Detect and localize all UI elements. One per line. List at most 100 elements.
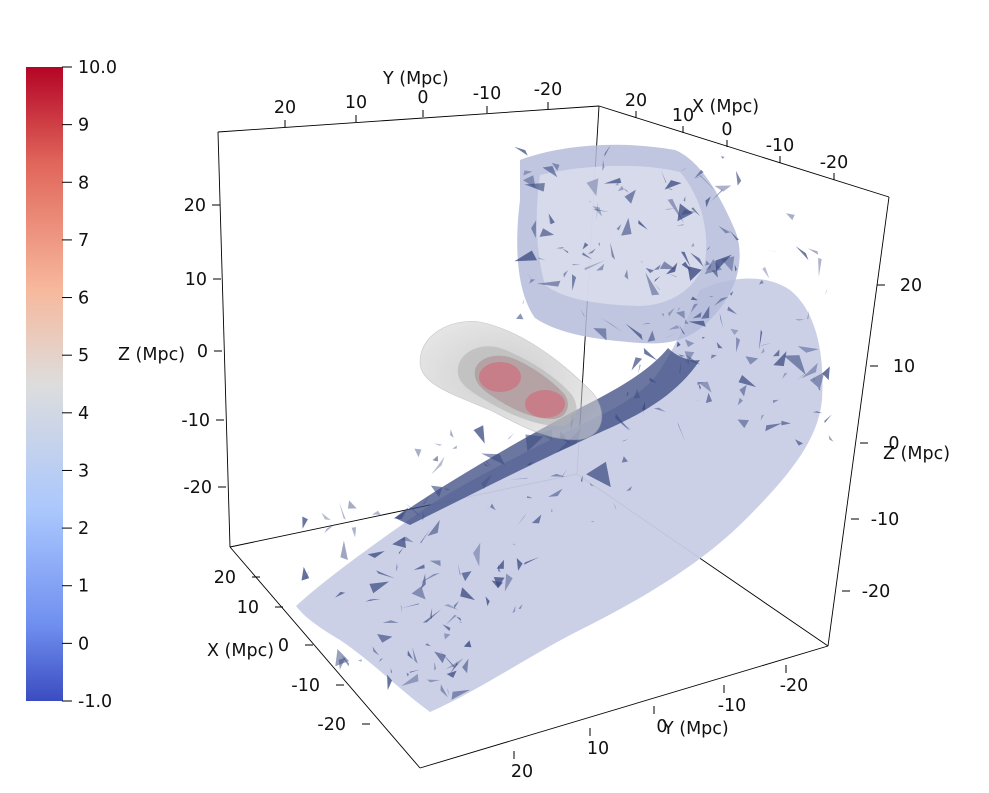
filament-facet <box>697 382 705 385</box>
filament-facet <box>324 523 336 534</box>
filament-facet <box>340 540 348 560</box>
filament-facet <box>335 591 346 598</box>
filament-facet <box>580 308 585 317</box>
filament-facet <box>449 661 458 674</box>
filament-facet <box>387 674 392 691</box>
filament-facet <box>571 264 581 266</box>
filament-facet <box>409 669 420 673</box>
filament-facet <box>592 206 602 217</box>
filament-facet <box>698 381 712 393</box>
x-top-tick-label: 10 <box>672 106 694 126</box>
x-top-tick-label: -10 <box>766 136 795 156</box>
filament-facet <box>335 649 350 667</box>
filament-facet <box>463 640 472 648</box>
filament-facet <box>666 262 678 275</box>
filament-facet <box>406 672 410 677</box>
filament-facet <box>691 242 695 247</box>
filament-facet <box>392 536 406 548</box>
filament-facet <box>745 356 759 365</box>
filament-facet <box>556 247 565 249</box>
filament-facet <box>596 263 605 271</box>
filament-facet <box>551 162 560 171</box>
filament-facet <box>613 501 617 509</box>
filament-facet <box>729 290 734 296</box>
filament-facet <box>684 351 695 363</box>
filament-facet <box>551 508 553 513</box>
filament-facet <box>516 513 527 527</box>
y-top-tick-label: -20 <box>534 80 563 100</box>
filament-facet <box>523 557 540 565</box>
filament-facet <box>813 411 823 414</box>
filament-facet <box>561 248 569 254</box>
filament-facet <box>413 564 425 570</box>
filament-facet <box>684 360 690 365</box>
filament-facet <box>452 445 457 449</box>
filament-facet <box>756 342 773 348</box>
filament-facet <box>638 220 648 230</box>
filament-facet <box>422 494 431 505</box>
filament-facet <box>706 246 711 251</box>
x-bottom-tick-label: 0 <box>278 636 289 656</box>
filament-facet <box>709 295 714 297</box>
filament-facet <box>524 183 545 192</box>
filament-facet <box>444 633 451 640</box>
color-bar-tick-label: 4 <box>78 404 89 424</box>
filament-facet <box>615 413 630 431</box>
filament-facet <box>604 177 622 184</box>
filament-facet <box>764 402 775 405</box>
filament-facet <box>509 477 528 480</box>
halo-core-b <box>525 390 565 418</box>
filament-facet <box>305 570 310 580</box>
y-bottom-title: Y (Mpc) <box>662 719 729 739</box>
z-left-title: Z (Mpc) <box>118 345 185 365</box>
filament-facet <box>445 658 464 670</box>
x-bottom-tick-label: -20 <box>317 715 346 735</box>
z-right-tick-label: -10 <box>871 510 900 530</box>
filament-facet <box>596 201 598 222</box>
filament-facet <box>405 502 421 518</box>
color-bar-tick-label: 7 <box>78 231 89 251</box>
z-left-tick-label: 20 <box>184 196 206 216</box>
filament-facet <box>548 213 555 225</box>
z-left-tick-label: 10 <box>185 270 207 290</box>
filament-facet <box>677 421 686 443</box>
x-top-tick-label: -20 <box>820 153 849 173</box>
filament-facet <box>786 213 795 221</box>
filament-facet <box>676 310 685 319</box>
filament-facet <box>692 312 702 319</box>
filament-facet <box>738 375 757 388</box>
filament-facet <box>341 655 350 667</box>
filament-facet <box>518 604 523 609</box>
filament-facet <box>691 207 701 217</box>
filament-facet <box>654 276 661 283</box>
filament-facet <box>531 220 537 239</box>
filament-facet <box>735 170 742 186</box>
x-bottom-tick-label: -10 <box>291 676 320 696</box>
filament-facet <box>610 242 616 260</box>
z-left-tick-label: 0 <box>197 342 208 362</box>
filament-facet <box>715 254 732 272</box>
filament-facet <box>664 180 682 190</box>
halo-core-a <box>479 362 521 392</box>
filament-facet <box>526 271 533 282</box>
filament-facet <box>668 325 680 330</box>
filament-facet <box>653 264 661 270</box>
filament-facet <box>739 384 747 397</box>
filament-facet <box>430 607 433 620</box>
filament-facet <box>425 643 431 647</box>
filament-facet <box>351 527 357 538</box>
filament-facet <box>372 646 380 656</box>
filament-facet <box>653 283 661 290</box>
filament-facet <box>589 483 595 487</box>
filament-facet <box>640 261 643 263</box>
filament-facet <box>734 264 737 272</box>
filament-facet <box>604 145 611 157</box>
filament-facet <box>490 503 496 511</box>
filament-facet <box>631 357 643 371</box>
filament-facet <box>593 328 607 341</box>
filament-facet <box>619 420 631 430</box>
filament-facet <box>586 461 611 488</box>
filament-facet <box>427 519 440 537</box>
